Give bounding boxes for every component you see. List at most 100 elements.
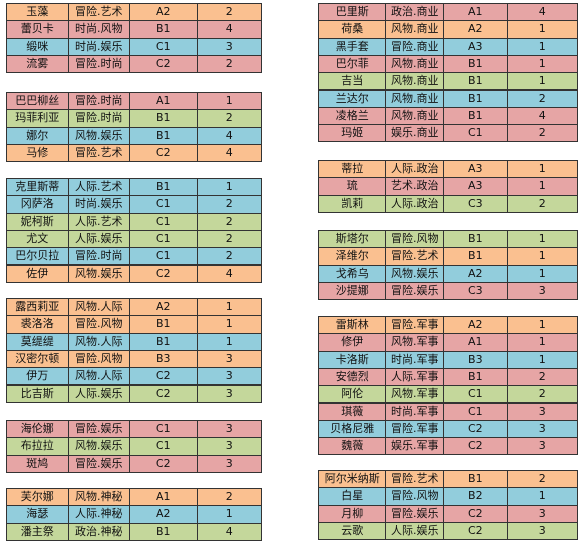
cell-tags: 风物.商业	[386, 90, 445, 107]
cell-tags: 冒险.时尚	[69, 55, 131, 73]
cell-grade: A3	[444, 161, 508, 178]
table-row: 琉艺术.政治 A3 1	[318, 177, 578, 196]
cell-grade: A1	[130, 93, 198, 110]
cell-name: 白星	[319, 488, 387, 505]
cell-name: 佐伊	[7, 265, 69, 282]
cell-tags: 风物.商业	[386, 55, 445, 73]
cell-grade: B1	[444, 471, 508, 488]
table-row: 莫缇缇 风物.人际 B1 1	[6, 332, 262, 351]
cell-name: 玛菲利亚	[7, 110, 69, 127]
cell-name: 海伦娜	[7, 421, 69, 438]
table-row: 海伦娜 冒险.娱乐 C1 3	[6, 420, 262, 439]
table-row: 蒂拉 人际.政治 A3 1	[318, 160, 578, 179]
cell-name: 莫缇缇	[7, 333, 69, 350]
cell-level: 2	[225, 197, 233, 211]
cell-level: 2	[225, 5, 233, 18]
cell-tags: 人际.娱乐	[386, 522, 445, 540]
cell-level: 1	[538, 179, 546, 193]
cell-level: 3	[538, 523, 546, 537]
table-row: 蕾贝卡 时尚.风物 B1 4	[6, 20, 262, 39]
table-row: 斯塔尔 冒险.风物 B1 1	[318, 230, 578, 249]
cell-grade: B1	[444, 55, 508, 73]
cell-level: 3	[225, 422, 233, 435]
cell-grade: C2	[130, 368, 198, 385]
table-row: 巴尔菲 风物.商业 B1 1	[318, 54, 578, 74]
table-row: 娜尔 风物.娱乐 B1 4	[6, 126, 262, 145]
cell-tags: 时尚.风物	[69, 21, 131, 38]
cell-name: 芙尔娜	[7, 489, 69, 506]
cell-grade: C2	[130, 385, 198, 402]
cell-level: 2	[538, 387, 546, 401]
cell-name: 海瑟	[7, 506, 69, 523]
cell-level: 1	[225, 317, 233, 331]
cell-name: 汉密尔顿	[7, 350, 69, 368]
cell-grade: C2	[130, 455, 198, 472]
cell-name: 安德烈	[319, 368, 387, 386]
cell-level: 3	[538, 283, 546, 297]
cell-name: 马修	[7, 144, 69, 162]
cell-tags: 人际.娱乐	[69, 230, 131, 248]
cell-tags: 政治.神秘	[69, 523, 131, 540]
cell-grade: B1	[444, 90, 508, 107]
cell-grade: B1	[130, 316, 198, 333]
cell-grade: B1	[444, 73, 508, 90]
cell-tags: 风物.娱乐	[69, 127, 131, 144]
cell-level: 1	[538, 232, 546, 245]
cell-tags: 风物.神秘	[69, 489, 131, 506]
cell-grade: C2	[130, 265, 198, 282]
cell-tags: 冒险.商业	[386, 38, 445, 55]
cell-grade: C1	[130, 421, 198, 438]
cell-name: 裘洛洛	[7, 316, 69, 333]
cell-name: 吉当	[319, 73, 387, 90]
cell-tags: 冒险.娱乐	[69, 455, 131, 472]
cell-level: 1	[538, 335, 546, 349]
cell-tags: 人际.艺术	[69, 179, 131, 196]
cell-tags: 冒险.娱乐	[386, 505, 445, 522]
cell-level: 2	[538, 472, 546, 485]
cell-name: 蒂拉	[319, 161, 387, 178]
cell-grade: A1	[444, 4, 508, 21]
cell-name: 玉藻	[7, 4, 69, 21]
table-row: 佐伊 风物.娱乐 C2 4	[6, 264, 262, 283]
cell-level: 2	[225, 56, 233, 70]
cell-level: 1	[538, 39, 546, 53]
cell-name: 阿尔米纳斯	[319, 471, 387, 488]
cell-name: 巴巴柳丝	[7, 93, 69, 110]
cell-grade: B1	[130, 523, 198, 540]
cell-tags: 冒险.艺术	[69, 144, 131, 162]
cell-level: 2	[225, 490, 233, 503]
cell-level: 1	[538, 249, 546, 263]
cell-level: 1	[538, 318, 546, 331]
cell-tags: 冒险.风物	[386, 231, 445, 248]
cell-name: 蕾贝卡	[7, 21, 69, 38]
table-row: 修伊 风物.军事 A1 1	[318, 333, 578, 352]
table-row: 裘洛洛 冒险.风物 B1 1	[6, 315, 262, 334]
table-row: 比吉斯 人际.娱乐 C2 3	[6, 384, 262, 403]
cell-name: 巴里斯	[319, 4, 387, 21]
cell-name: 魏薇	[319, 438, 387, 455]
table-row: 玛菲利亚 冒险.时尚 B1 2	[6, 109, 262, 128]
table-row: 魏薇 娱乐.军事 C2 3	[318, 437, 578, 456]
cell-name: 阿伦	[319, 386, 387, 403]
table-row: 冈萨洛 时尚.娱乐 C1 2	[6, 195, 262, 214]
cell-grade: B1	[444, 368, 508, 386]
table-row: 雷斯林 冒险.军事 A2 1	[318, 316, 578, 335]
cell-tags: 冒险.风物	[386, 488, 445, 505]
cell-name: 荷桑	[319, 21, 387, 38]
cell-level: 2	[538, 91, 546, 105]
table-row: 戈希乌 风物.娱乐 A2 1	[318, 264, 578, 283]
cell-name: 缎咪	[7, 38, 69, 55]
table-row: 玉藻 冒险.艺术 A2 2	[6, 3, 262, 22]
cell-tags: 冒险.风物	[69, 316, 131, 333]
cell-grade: C1	[444, 125, 508, 142]
cell-level: 2	[538, 369, 546, 383]
cell-grade: B1	[444, 107, 508, 125]
table-row: 泽维尔 冒险.艺术 B1 1	[318, 247, 578, 266]
cell-name: 伊万	[7, 368, 69, 385]
cell-level: 1	[538, 74, 546, 88]
cell-tags: 人际.娱乐	[69, 385, 131, 402]
cell-grade: C3	[444, 282, 508, 300]
cell-level: 3	[225, 369, 233, 383]
table-row: 安德烈 人际.军事 B1 2	[318, 367, 578, 387]
